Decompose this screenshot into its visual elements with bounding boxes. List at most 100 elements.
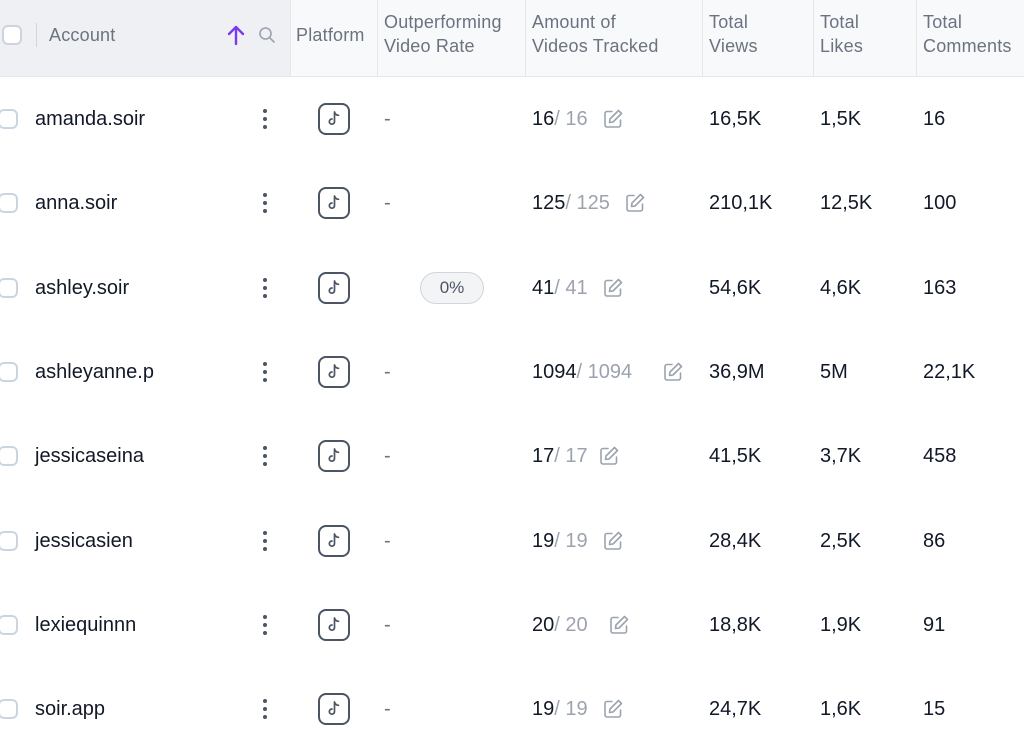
videos-tracked: 20/ 20 (532, 613, 588, 637)
table-row[interactable]: anna.soir - 125/ 125 210,1K 12,5K 100 (0, 161, 1024, 245)
tracked-total: / 17 (554, 445, 588, 468)
select-all-checkbox[interactable] (2, 25, 22, 45)
col-separator (525, 0, 526, 76)
kebab-menu-icon[interactable] (257, 360, 273, 384)
outperforming-rate: - (384, 698, 391, 721)
col-separator (290, 0, 291, 76)
tracked-count: 1094 (532, 360, 577, 383)
outperforming-rate: - (384, 108, 391, 130)
table-row[interactable]: ashley.soir 0% 41/ 41 54,6K 4,6K 163 (0, 246, 1024, 330)
table-header: Account Platform Outperforming Video Rat… (0, 0, 1024, 77)
total-comments: 16 (923, 108, 946, 130)
platform-badge (318, 103, 350, 135)
views-header[interactable]: Total Views (709, 10, 758, 58)
total-comments: 22,1K (923, 360, 976, 383)
header-divider (36, 23, 37, 47)
total-views: 41,5K (709, 445, 762, 468)
account-header[interactable]: Account (49, 25, 116, 45)
edit-icon[interactable] (624, 192, 646, 214)
kebab-menu-icon[interactable] (257, 276, 273, 300)
tracked-header[interactable]: Amount of Videos Tracked (532, 10, 659, 58)
outperforming-header-line1: Outperforming (384, 12, 502, 32)
row-checkbox[interactable] (0, 109, 18, 129)
edit-icon[interactable] (602, 530, 624, 552)
videos-tracked: 1094/ 1094 (532, 360, 632, 384)
edit-icon[interactable] (662, 361, 684, 383)
comments-header[interactable]: Total Comments (923, 10, 1012, 58)
row-checkbox[interactable] (0, 699, 18, 720)
account-name[interactable]: ashleyanne.p (35, 360, 154, 383)
table-row[interactable]: lexiequinnn - 20/ 20 18,8K 1,9K 91 (0, 583, 1024, 667)
tracked-total: / 20 (554, 613, 588, 636)
outperforming-rate: - (384, 529, 391, 552)
likes-header[interactable]: Total Likes (820, 10, 863, 58)
platform-badge (318, 187, 350, 220)
kebab-menu-icon[interactable] (257, 613, 273, 637)
col-separator (377, 0, 378, 76)
row-checkbox[interactable] (0, 614, 18, 635)
account-name[interactable]: anna.soir (35, 192, 118, 215)
tracked-total: / 41 (554, 276, 588, 299)
total-likes: 1,5K (820, 108, 862, 130)
tracked-total: / 19 (554, 698, 588, 721)
search-icon[interactable] (258, 26, 276, 44)
col-separator (916, 0, 917, 76)
tiktok-icon (328, 279, 340, 294)
total-views: 54,6K (709, 276, 762, 299)
likes-header-line1: Total (820, 12, 860, 32)
total-likes: 1,6K (820, 698, 862, 721)
table-row[interactable]: amanda.soir -16/ 16 16,5K 1,5K 16 (0, 77, 1024, 161)
total-views: 16,5K (709, 108, 762, 130)
edit-icon[interactable] (602, 698, 624, 720)
outperforming-rate: - (384, 445, 391, 468)
videos-tracked: 125/ 125 (532, 191, 610, 215)
account-name[interactable]: lexiequinnn (35, 613, 137, 636)
total-views: 28,4K (709, 529, 762, 552)
tiktok-icon (328, 532, 340, 547)
edit-icon[interactable] (602, 108, 624, 130)
tracked-count: 17 (532, 445, 555, 468)
account-name[interactable]: jessicasien (35, 529, 133, 552)
arrow-up-icon[interactable] (226, 24, 246, 46)
likes-header-line2: Likes (820, 36, 864, 56)
tiktok-icon (328, 616, 340, 631)
tracked-count: 19 (532, 698, 555, 721)
row-checkbox[interactable] (0, 193, 18, 214)
edit-icon[interactable] (602, 277, 624, 299)
outperforming-rate: - (384, 360, 391, 383)
platform-badge (318, 440, 350, 473)
kebab-menu-icon[interactable] (257, 444, 273, 468)
kebab-menu-icon[interactable] (257, 529, 273, 553)
total-likes: 2,5K (820, 529, 862, 552)
total-likes: 5M (820, 360, 848, 383)
kebab-menu-icon[interactable] (257, 107, 273, 131)
table-row[interactable]: jessicaseina - 17/ 17 41,5K 3,7K 458 (0, 414, 1024, 498)
account-name[interactable]: soir.app (35, 698, 106, 721)
table-row[interactable]: soir.app - 19/ 19 24,7K 1,6K 15 (0, 667, 1024, 751)
comments-header-line2: Comments (923, 36, 1012, 56)
kebab-menu-icon[interactable] (257, 697, 273, 721)
header-bg (290, 0, 1024, 76)
platform-badge (318, 355, 350, 388)
kebab-menu-icon[interactable] (257, 191, 273, 215)
row-checkbox[interactable] (0, 361, 18, 382)
tracked-total: / 125 (565, 192, 610, 215)
row-checkbox[interactable] (0, 277, 18, 298)
outperforming-header[interactable]: Outperforming Video Rate (384, 10, 502, 58)
platform-badge (318, 608, 350, 641)
edit-icon[interactable] (608, 614, 630, 636)
outperforming-rate: - (384, 613, 391, 636)
edit-icon[interactable] (598, 445, 620, 467)
row-checkbox[interactable] (0, 446, 18, 467)
outperforming-rate: - (384, 192, 391, 215)
row-checkbox[interactable] (0, 530, 18, 551)
table-row[interactable]: jessicasien - 19/ 19 28,4K 2,5K 86 (0, 499, 1024, 583)
tracked-header-line1: Amount of (532, 12, 616, 32)
account-name[interactable]: amanda.soir (35, 108, 146, 130)
account-name[interactable]: ashley.soir (35, 276, 130, 299)
tracked-total: / 19 (554, 529, 588, 552)
platform-header[interactable]: Platform (296, 25, 365, 45)
col-separator (813, 0, 814, 76)
table-row[interactable]: ashleyanne.p - 1094/ 1094 36,9M 5M 22,1K (0, 330, 1024, 414)
account-name[interactable]: jessicaseina (35, 445, 144, 468)
